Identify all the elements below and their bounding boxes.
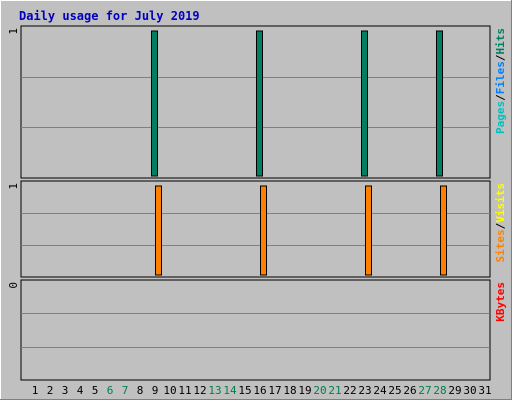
- y-axis-max-label-visits: 1: [7, 183, 20, 190]
- x-tick-label: 7: [122, 384, 129, 397]
- x-tick-label: 21: [328, 384, 341, 397]
- x-tick-label: 1: [32, 384, 39, 397]
- legend-kbytes: KBytes: [494, 282, 507, 322]
- x-tick-label: 12: [193, 384, 206, 397]
- chart-title: Daily usage for July 2019: [19, 9, 200, 23]
- y-axis-max-label-kbytes: 0: [7, 282, 20, 289]
- x-tick-label: 2: [47, 384, 54, 397]
- x-tick-label: 27: [418, 384, 431, 397]
- bar-sites-day-28: [440, 185, 447, 276]
- x-tick-label: 15: [238, 384, 251, 397]
- plot-area-visits: [20, 180, 491, 278]
- x-tick-label: 5: [92, 384, 99, 397]
- x-tick-label: 19: [298, 384, 311, 397]
- legend-entry: Files: [494, 61, 507, 94]
- plot-area-kbytes: [20, 279, 491, 381]
- bar-sites-day-23: [365, 185, 372, 276]
- x-tick-label: 3: [62, 384, 69, 397]
- legend-entry: Visits: [494, 183, 507, 223]
- legend-entry: Pages: [494, 101, 507, 134]
- x-tick-label: 10: [163, 384, 176, 397]
- bar-hits-day-28: [436, 30, 443, 177]
- legend-entry: /: [494, 222, 507, 229]
- x-tick-label: 30: [463, 384, 476, 397]
- bar-hits-day-9: [151, 30, 158, 177]
- x-tick-label: 25: [388, 384, 401, 397]
- legend-entry: KBytes: [494, 282, 507, 322]
- x-tick-label: 18: [283, 384, 296, 397]
- bar-sites-day-16: [260, 185, 267, 276]
- legend-entry: /: [494, 94, 507, 101]
- legend-hits: Pages/Files/Hits: [494, 28, 507, 134]
- x-tick-label: 29: [448, 384, 461, 397]
- x-tick-label: 13: [208, 384, 221, 397]
- x-tick-label: 23: [358, 384, 371, 397]
- x-tick-label: 26: [403, 384, 416, 397]
- x-tick-label: 6: [107, 384, 114, 397]
- y-axis-max-label-hits: 1: [7, 28, 20, 35]
- x-tick-label: 4: [77, 384, 84, 397]
- bar-hits-day-16: [256, 30, 263, 177]
- panel-visits: 1 Sites/Visits: [7, 180, 507, 278]
- legend-entry: /: [494, 54, 507, 61]
- x-tick-label: 8: [137, 384, 144, 397]
- x-tick-label: 16: [253, 384, 266, 397]
- x-tick-label: 22: [343, 384, 356, 397]
- x-tick-label: 31: [478, 384, 491, 397]
- legend-visits: Sites/Visits: [494, 183, 507, 263]
- bar-hits-day-23: [361, 30, 368, 177]
- x-tick-label: 17: [268, 384, 281, 397]
- x-tick-label: 11: [178, 384, 191, 397]
- bar-sites-day-9: [155, 185, 162, 276]
- legend-entry: Hits: [494, 28, 507, 55]
- x-tick-label: 24: [373, 384, 387, 397]
- panel-kbytes: 0 KBytes: [7, 279, 507, 381]
- legend-entry: Sites: [494, 229, 507, 262]
- x-tick-label: 14: [223, 384, 237, 397]
- x-tick-label: 9: [152, 384, 159, 397]
- x-tick-label: 20: [313, 384, 326, 397]
- plot-area-hits: [20, 25, 491, 179]
- x-tick-label: 28: [433, 384, 446, 397]
